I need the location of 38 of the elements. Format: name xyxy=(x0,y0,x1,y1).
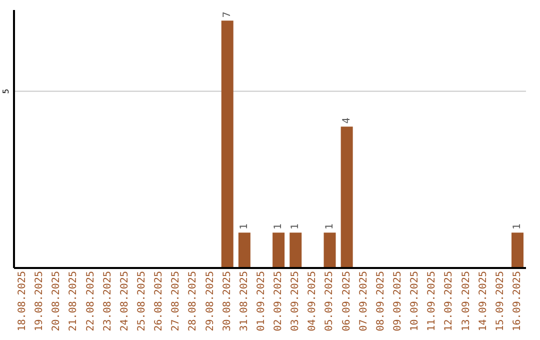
x-tick-label: 26.08.2025 xyxy=(154,271,165,332)
x-tick-label: 11.09.2025 xyxy=(426,271,438,332)
x-tick-label: 03.09.2025 xyxy=(290,271,302,332)
data-label: 1 xyxy=(273,224,284,230)
x-tick-label: 30.08.2025 xyxy=(222,271,233,332)
x-tick-label: 08.09.2025 xyxy=(375,271,386,332)
x-tick-label: 16.09.2025 xyxy=(512,271,523,332)
x-tick-label: 28.08.2025 xyxy=(188,271,199,332)
x-tick-label: 19.08.2025 xyxy=(34,271,46,332)
x-tick-label: 20.08.2025 xyxy=(51,271,62,332)
x-tick-label: 15.09.2025 xyxy=(494,271,506,332)
x-tick-label: 01.09.2025 xyxy=(256,271,267,332)
data-label: 1 xyxy=(238,224,250,230)
data-label: 1 xyxy=(290,224,302,230)
x-tick-label: 29.08.2025 xyxy=(204,271,216,332)
x-tick-label: 14.09.2025 xyxy=(478,271,489,332)
x-tick-label: 13.09.2025 xyxy=(460,271,472,332)
x-tick-label: 21.08.2025 xyxy=(68,271,80,332)
x-tick-label: 02.09.2025 xyxy=(273,271,284,332)
x-tick-label: 06.09.2025 xyxy=(341,271,352,332)
data-label: 4 xyxy=(341,118,352,124)
x-tick-label: 31.08.2025 xyxy=(238,271,250,332)
x-tick-label: 04.09.2025 xyxy=(307,271,318,332)
data-label: 1 xyxy=(512,224,523,230)
x-tick-label: 12.09.2025 xyxy=(444,271,455,332)
x-tick-label: 27.08.2025 xyxy=(170,271,182,332)
x-tick-label: 05.09.2025 xyxy=(324,271,336,332)
x-tick-label: 22.08.2025 xyxy=(85,271,96,332)
x-tick-label: 09.09.2025 xyxy=(392,271,404,332)
x-tick-label: 25.08.2025 xyxy=(136,271,148,332)
y-tick-label: 5 xyxy=(2,88,10,94)
x-tick-label: 18.08.2025 xyxy=(17,271,28,332)
x-tick-label: 23.08.2025 xyxy=(102,271,114,332)
x-tick-label: 10.09.2025 xyxy=(410,271,421,332)
x-tick-label: 24.08.2025 xyxy=(119,271,130,332)
data-label: 7 xyxy=(222,12,233,18)
data-label: 1 xyxy=(324,224,336,230)
x-tick-label: 07.09.2025 xyxy=(358,271,370,332)
